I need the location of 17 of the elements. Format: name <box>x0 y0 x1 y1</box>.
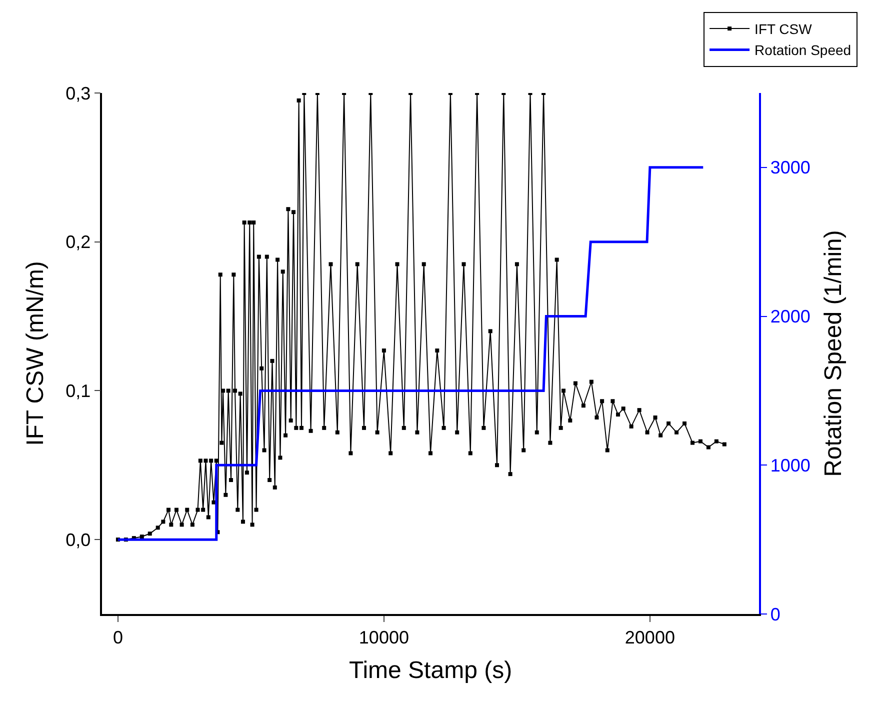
y2-tick-label: 3000 <box>770 158 810 178</box>
legend-label: Rotation Speed <box>754 42 852 58</box>
y2-tick-label: 0 <box>770 604 780 624</box>
x-tick-label: 10000 <box>358 627 409 648</box>
x-tick-label: 0 <box>112 627 123 648</box>
y-axis-title: IFT CSW (mN/m) <box>22 261 50 446</box>
y-tick-label: 0,2 <box>66 232 91 252</box>
x-tick-label: 20000 <box>624 627 675 648</box>
y-tick-label: 0,0 <box>66 530 91 550</box>
line-series <box>116 166 704 541</box>
y-tick-label: 0,3 <box>66 83 91 104</box>
legend-label: IFT CSW <box>754 21 813 38</box>
y2-tick-label: 2000 <box>770 306 810 327</box>
y2-tick-label: 1000 <box>770 455 810 476</box>
y-tick-label: 0,1 <box>66 381 91 402</box>
y2-axis-title: Rotation Speed (1/min) <box>820 230 848 477</box>
x-axis-title: Time Stamp (s) <box>348 657 512 684</box>
